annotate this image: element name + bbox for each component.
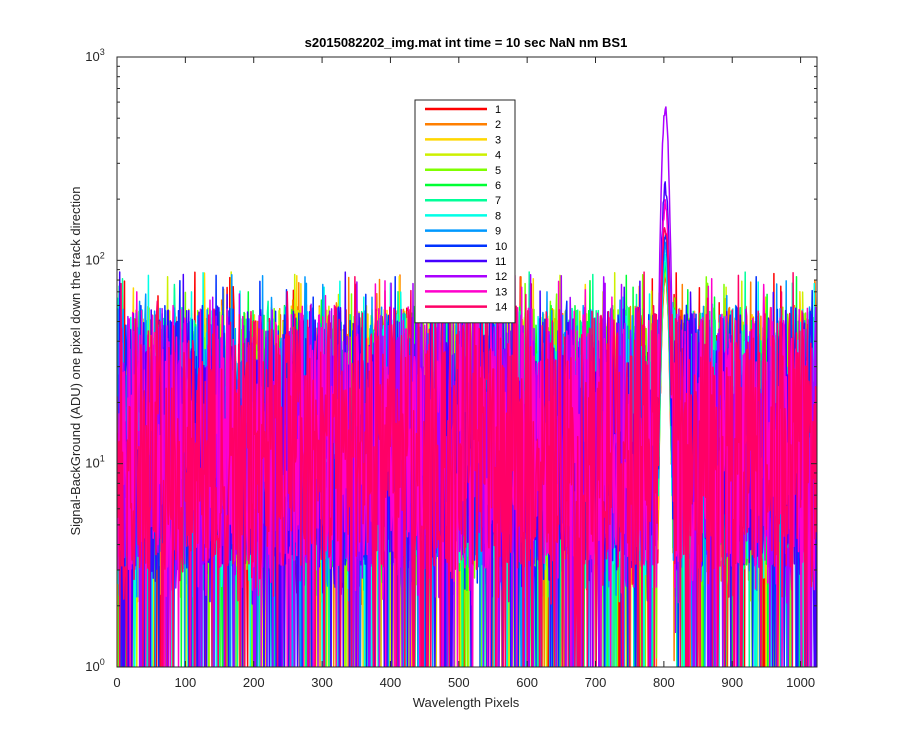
legend-label-14: 14 <box>495 302 507 314</box>
legend-label-3: 3 <box>495 134 501 146</box>
x-axis: 0 100 200 300 400 500 600 700 800 900 1000 <box>113 57 815 690</box>
x-tick-label: 900 <box>721 675 743 690</box>
legend-label-4: 4 <box>495 150 501 162</box>
legend-label-8: 8 <box>495 210 501 222</box>
y-tick-label: 102 <box>85 250 104 267</box>
legend-label-6: 6 <box>495 180 501 192</box>
y-tick-label: 101 <box>85 454 104 471</box>
x-axis-label: Wavelength Pixels <box>413 695 520 710</box>
chart-title: s2015082202_img.mat int time = 10 sec Na… <box>305 35 628 50</box>
legend-box <box>414 99 516 324</box>
y-axis-label: Signal-BackGround (ADU) one pixel down t… <box>68 186 83 535</box>
legend-label-9: 9 <box>495 226 501 238</box>
legend-label-2: 2 <box>495 119 501 131</box>
y-tick-label: 103 <box>85 47 104 64</box>
x-tick-label: 200 <box>243 675 265 690</box>
series-layer <box>117 106 817 667</box>
legend-label-5: 5 <box>495 165 501 177</box>
x-tick-label: 0 <box>113 675 120 690</box>
x-tick-label: 300 <box>311 675 333 690</box>
x-tick-label: 700 <box>585 675 607 690</box>
legend-label-10: 10 <box>495 241 507 253</box>
x-tick-label: 800 <box>653 675 675 690</box>
x-tick-label: 400 <box>380 675 402 690</box>
legend-label-11: 11 <box>495 256 506 268</box>
legend-label-13: 13 <box>495 286 507 298</box>
x-tick-label: 100 <box>175 675 197 690</box>
x-tick-label: 1000 <box>786 675 815 690</box>
y-tick-label: 100 <box>85 657 104 674</box>
legend-label-12: 12 <box>495 271 507 283</box>
legend-label-1: 1 <box>495 104 501 116</box>
plot-frame <box>116 56 818 668</box>
legend-label-7: 7 <box>495 195 501 207</box>
x-tick-label: 500 <box>448 675 470 690</box>
x-tick-label: 600 <box>516 675 538 690</box>
